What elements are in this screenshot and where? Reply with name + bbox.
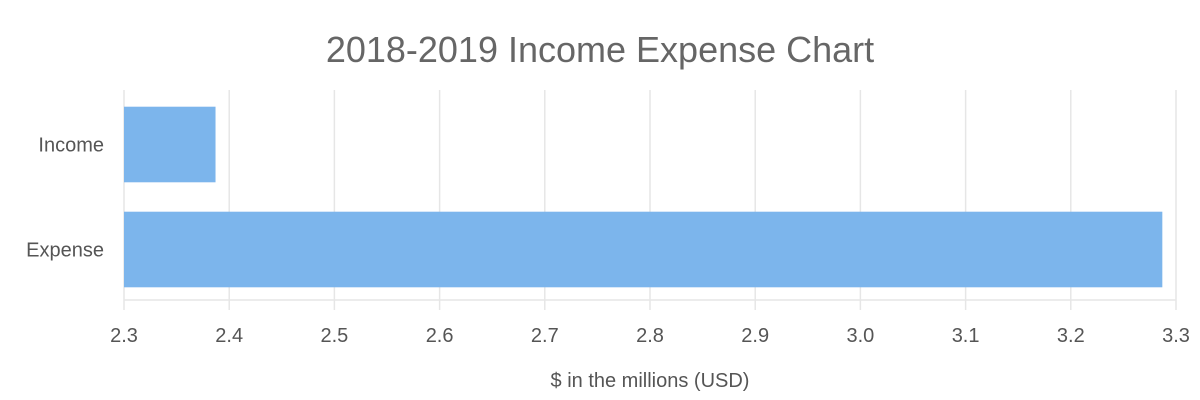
x-tick-label: 3.3 xyxy=(1162,325,1190,347)
category-label-expense: Expense xyxy=(26,240,104,262)
category-labels: Income Expense xyxy=(26,135,104,262)
bar-expense[interactable] xyxy=(124,211,1163,288)
x-tick-label: 3.0 xyxy=(846,325,874,347)
x-tick-label: 2.6 xyxy=(426,325,454,347)
x-tick-label: 2.9 xyxy=(741,325,769,347)
x-axis-label: $ in the millions (USD) xyxy=(551,370,750,392)
x-tick-label: 2.7 xyxy=(531,325,559,347)
x-tick-label: 2.8 xyxy=(636,325,664,347)
category-label-income: Income xyxy=(38,135,104,157)
x-tick-label: 3.1 xyxy=(952,325,980,347)
x-tick-labels: 2.3 2.4 2.5 2.6 2.7 2.8 2.9 3.0 3.1 3.2 3.3 xyxy=(110,325,1190,347)
bar-income[interactable] xyxy=(124,106,216,183)
x-tick-label: 2.3 xyxy=(110,325,138,347)
x-tick-label: 2.5 xyxy=(320,325,348,347)
x-tick-label: 2.4 xyxy=(215,325,243,347)
bars xyxy=(124,106,1163,288)
chart-title: 2018-2019 Income Expense Chart xyxy=(326,29,874,70)
x-tick-label: 3.2 xyxy=(1057,325,1085,347)
